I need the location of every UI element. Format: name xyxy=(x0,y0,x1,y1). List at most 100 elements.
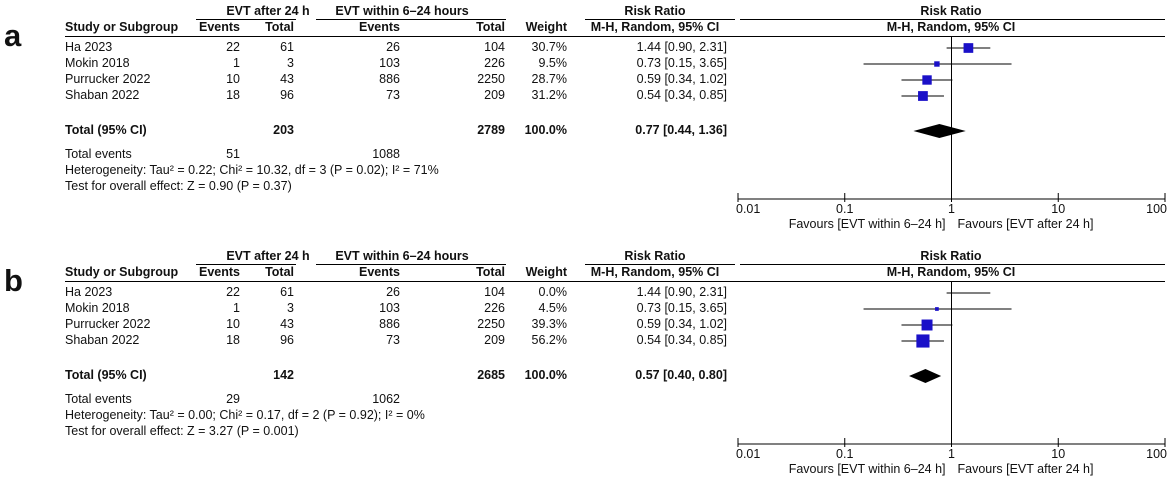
forest-plot-svg: 0.01 0.1 1 10 100 Favours [EVT within 6–24 h]… xyxy=(736,282,1167,476)
study-events-control: 886 xyxy=(379,72,400,86)
col-header-study: Study or Subgroup xyxy=(65,265,179,279)
x-axis-tick-label: 0.01 xyxy=(736,447,760,461)
col-header-events-control: Events xyxy=(359,20,400,34)
study-marker xyxy=(934,61,940,67)
total-events-label: Total events xyxy=(65,392,132,406)
study-marker xyxy=(918,91,928,101)
study-events-experimental: 10 xyxy=(226,317,240,331)
col-header-total-experimental: Total xyxy=(265,20,294,34)
study-total-control: 2250 xyxy=(477,72,505,86)
col-header-ci-plot: M-H, Random, 95% CI xyxy=(886,265,1016,279)
study-total-control: 2250 xyxy=(477,317,505,331)
panel-label-b: b xyxy=(4,263,23,298)
total-weight: 100.0% xyxy=(524,123,567,137)
total-events-control: 1088 xyxy=(372,147,400,161)
total-label: Total (95% CI) xyxy=(65,123,147,137)
study-weight: 0.0% xyxy=(538,285,568,299)
group-underline-rr-table xyxy=(585,19,735,20)
study-events-control: 103 xyxy=(379,56,400,70)
forest-plot-svg: 0.01 0.1 1 10 100 Favours [EVT within 6–24 h]… xyxy=(736,37,1167,231)
risk-ratio-header-plot: Risk Ratio xyxy=(920,4,982,18)
study-total-control: 209 xyxy=(484,333,505,347)
x-axis-tick-label: 1 xyxy=(948,447,955,461)
total-label: Total (95% CI) xyxy=(65,368,147,382)
study-events-control: 103 xyxy=(379,301,400,315)
group-underline-rr-plot xyxy=(740,19,1165,20)
heterogeneity-text: Heterogeneity: Tau² = 0.00; Chi² = 0.17,… xyxy=(65,408,425,422)
pooled-effect-diamond xyxy=(913,124,966,138)
total-events-experimental: 29 xyxy=(226,392,240,406)
study-weight: 31.2% xyxy=(531,88,567,102)
col-header-total-experimental: Total xyxy=(265,265,294,279)
study-weight: 4.5% xyxy=(538,301,568,315)
total-events-experimental: 51 xyxy=(226,147,240,161)
study-risk-ratio-ci: 1.44 [0.90, 2.31] xyxy=(636,40,727,54)
total-events-label: Total events xyxy=(65,147,132,161)
study-events-experimental: 1 xyxy=(233,56,240,70)
total-participants-experimental: 142 xyxy=(273,368,294,382)
group-underline-control xyxy=(316,264,506,265)
study-name: Purrucker 2022 xyxy=(65,72,151,86)
col-header-weight: Weight xyxy=(525,20,567,34)
col-header-weight: Weight xyxy=(525,265,567,279)
x-axis-tick-label: 0.01 xyxy=(736,202,760,216)
group-underline-rr-plot xyxy=(740,264,1165,265)
overall-effect-text: Test for overall effect: Z = 3.27 (P = 0… xyxy=(65,424,299,438)
heterogeneity-text: Heterogeneity: Tau² = 0.22; Chi² = 10.32… xyxy=(65,163,439,177)
col-header-ci-plot: M-H, Random, 95% CI xyxy=(886,20,1016,34)
total-risk-ratio-ci: 0.57 [0.40, 0.80] xyxy=(635,368,727,382)
total-participants-control: 2685 xyxy=(477,368,505,382)
x-axis-tick-label: 1 xyxy=(948,202,955,216)
risk-ratio-header-plot: Risk Ratio xyxy=(920,249,982,263)
study-risk-ratio-ci: 0.59 [0.34, 1.02] xyxy=(636,317,727,331)
study-events-control: 886 xyxy=(379,317,400,331)
forest-plot-panel-a: a EVT after 24 h EVT within 6–24 hours Ris… xyxy=(0,0,1170,245)
study-total-experimental: 3 xyxy=(287,301,294,315)
study-total-experimental: 43 xyxy=(280,72,294,86)
group-underline-control xyxy=(316,19,506,20)
study-total-control: 104 xyxy=(484,40,505,54)
group-header-experimental: EVT after 24 h xyxy=(226,4,310,18)
study-risk-ratio-ci: 0.73 [0.15, 3.65] xyxy=(636,56,727,70)
study-events-control: 26 xyxy=(386,285,400,299)
study-name: Shaban 2022 xyxy=(65,333,140,347)
x-axis-tick-label: 100 xyxy=(1146,202,1167,216)
risk-ratio-header-table: Risk Ratio xyxy=(624,249,686,263)
panel-label-a: a xyxy=(4,18,22,53)
study-events-control: 73 xyxy=(386,88,400,102)
study-name: Purrucker 2022 xyxy=(65,317,151,331)
group-underline-experimental xyxy=(196,19,296,20)
study-name: Mokin 2018 xyxy=(65,56,130,70)
risk-ratio-header-table: Risk Ratio xyxy=(624,4,686,18)
col-header-ci-table: M-H, Random, 95% CI xyxy=(590,20,720,34)
study-marker xyxy=(935,307,939,311)
study-events-control: 26 xyxy=(386,40,400,54)
favours-right-label: Favours [EVT after 24 h] xyxy=(958,462,1094,476)
study-events-control: 73 xyxy=(386,333,400,347)
total-participants-control: 2789 xyxy=(477,123,505,137)
group-header-control: EVT within 6–24 hours xyxy=(335,4,469,18)
header-bottom-rule xyxy=(65,281,1165,282)
col-header-events-experimental: Events xyxy=(199,265,240,279)
pooled-effect-diamond xyxy=(909,369,942,383)
study-total-control: 104 xyxy=(484,285,505,299)
study-weight: 28.7% xyxy=(531,72,567,86)
favours-left-label: Favours [EVT within 6–24 h] xyxy=(789,217,946,231)
study-events-experimental: 1 xyxy=(233,301,240,315)
favours-right-label: Favours [EVT after 24 h] xyxy=(958,217,1094,231)
x-axis-tick-label: 10 xyxy=(1051,202,1065,216)
study-total-control: 209 xyxy=(484,88,505,102)
col-header-events-control: Events xyxy=(359,265,400,279)
col-header-events-experimental: Events xyxy=(199,20,240,34)
x-axis-tick-label: 0.1 xyxy=(836,202,853,216)
study-total-control: 226 xyxy=(484,56,505,70)
group-underline-experimental xyxy=(196,264,296,265)
header-bottom-rule xyxy=(65,36,1165,37)
study-total-experimental: 3 xyxy=(287,56,294,70)
x-axis-tick-label: 0.1 xyxy=(836,447,853,461)
study-risk-ratio-ci: 0.54 [0.34, 0.85] xyxy=(636,333,727,347)
total-participants-experimental: 203 xyxy=(273,123,294,137)
study-risk-ratio-ci: 0.73 [0.15, 3.65] xyxy=(636,301,727,315)
study-total-experimental: 61 xyxy=(280,285,294,299)
group-header-control: EVT within 6–24 hours xyxy=(335,249,469,263)
